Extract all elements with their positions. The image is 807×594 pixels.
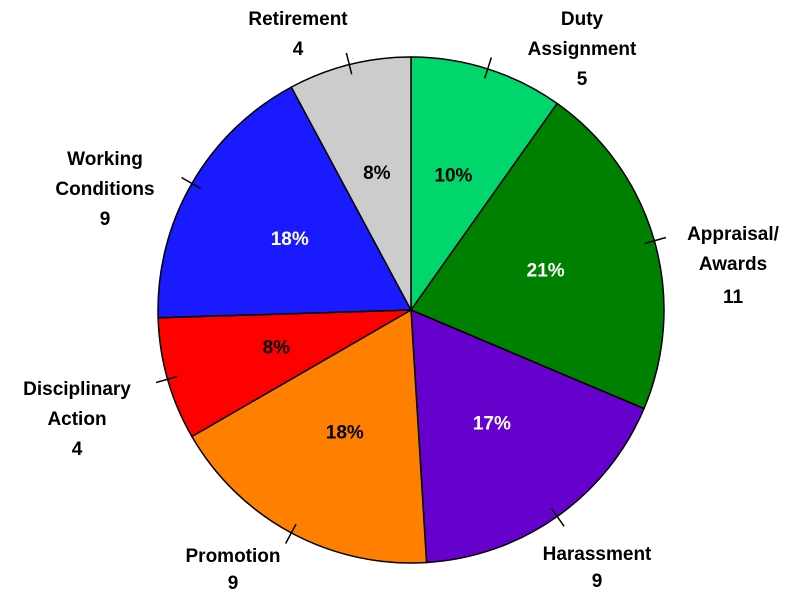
percent-label: 17% (473, 413, 511, 434)
category-label: Retirement (248, 9, 348, 30)
percent-label: 8% (263, 337, 291, 358)
percent-label: 18% (271, 229, 309, 250)
category-label: Harassment (543, 544, 652, 565)
percent-label: 21% (527, 261, 565, 282)
value-label: 4 (72, 439, 83, 460)
percent-label: 10% (434, 166, 472, 187)
category-label-line: Assignment (528, 39, 637, 60)
value-label: 9 (592, 571, 603, 592)
category-label-line: Working (67, 149, 143, 170)
value-label: 9 (228, 573, 239, 594)
value-label: 11 (723, 287, 744, 308)
category-label-line: Promotion (186, 546, 281, 567)
percent-label: 18% (326, 422, 364, 443)
category-label: Appraisal/Awards (687, 224, 780, 275)
leader-line (284, 523, 297, 544)
leader-line (550, 507, 565, 527)
category-label-line: Conditions (55, 179, 154, 200)
leader-line (155, 375, 178, 384)
value-label: 9 (100, 209, 111, 230)
value-label: 5 (577, 69, 588, 90)
leader-line (345, 52, 353, 75)
category-label-line: Disciplinary (23, 379, 131, 400)
category-label-line: Appraisal/ (687, 224, 780, 245)
category-label-line: Retirement (248, 9, 348, 30)
leader-line (483, 57, 493, 79)
category-label-line: Awards (699, 254, 767, 275)
category-label-line: Duty (561, 9, 604, 30)
percent-label: 8% (363, 163, 391, 184)
leader-line (181, 176, 201, 190)
category-label-line: Action (47, 409, 106, 430)
category-label: Disciplinary Action (23, 379, 131, 430)
value-label: 4 (293, 39, 304, 60)
category-label-line: Harassment (543, 544, 652, 565)
category-label: Promotion (186, 546, 281, 567)
category-label: Duty Assignment (528, 9, 637, 60)
category-label: Working Conditions (55, 149, 154, 200)
leader-line (644, 236, 667, 245)
